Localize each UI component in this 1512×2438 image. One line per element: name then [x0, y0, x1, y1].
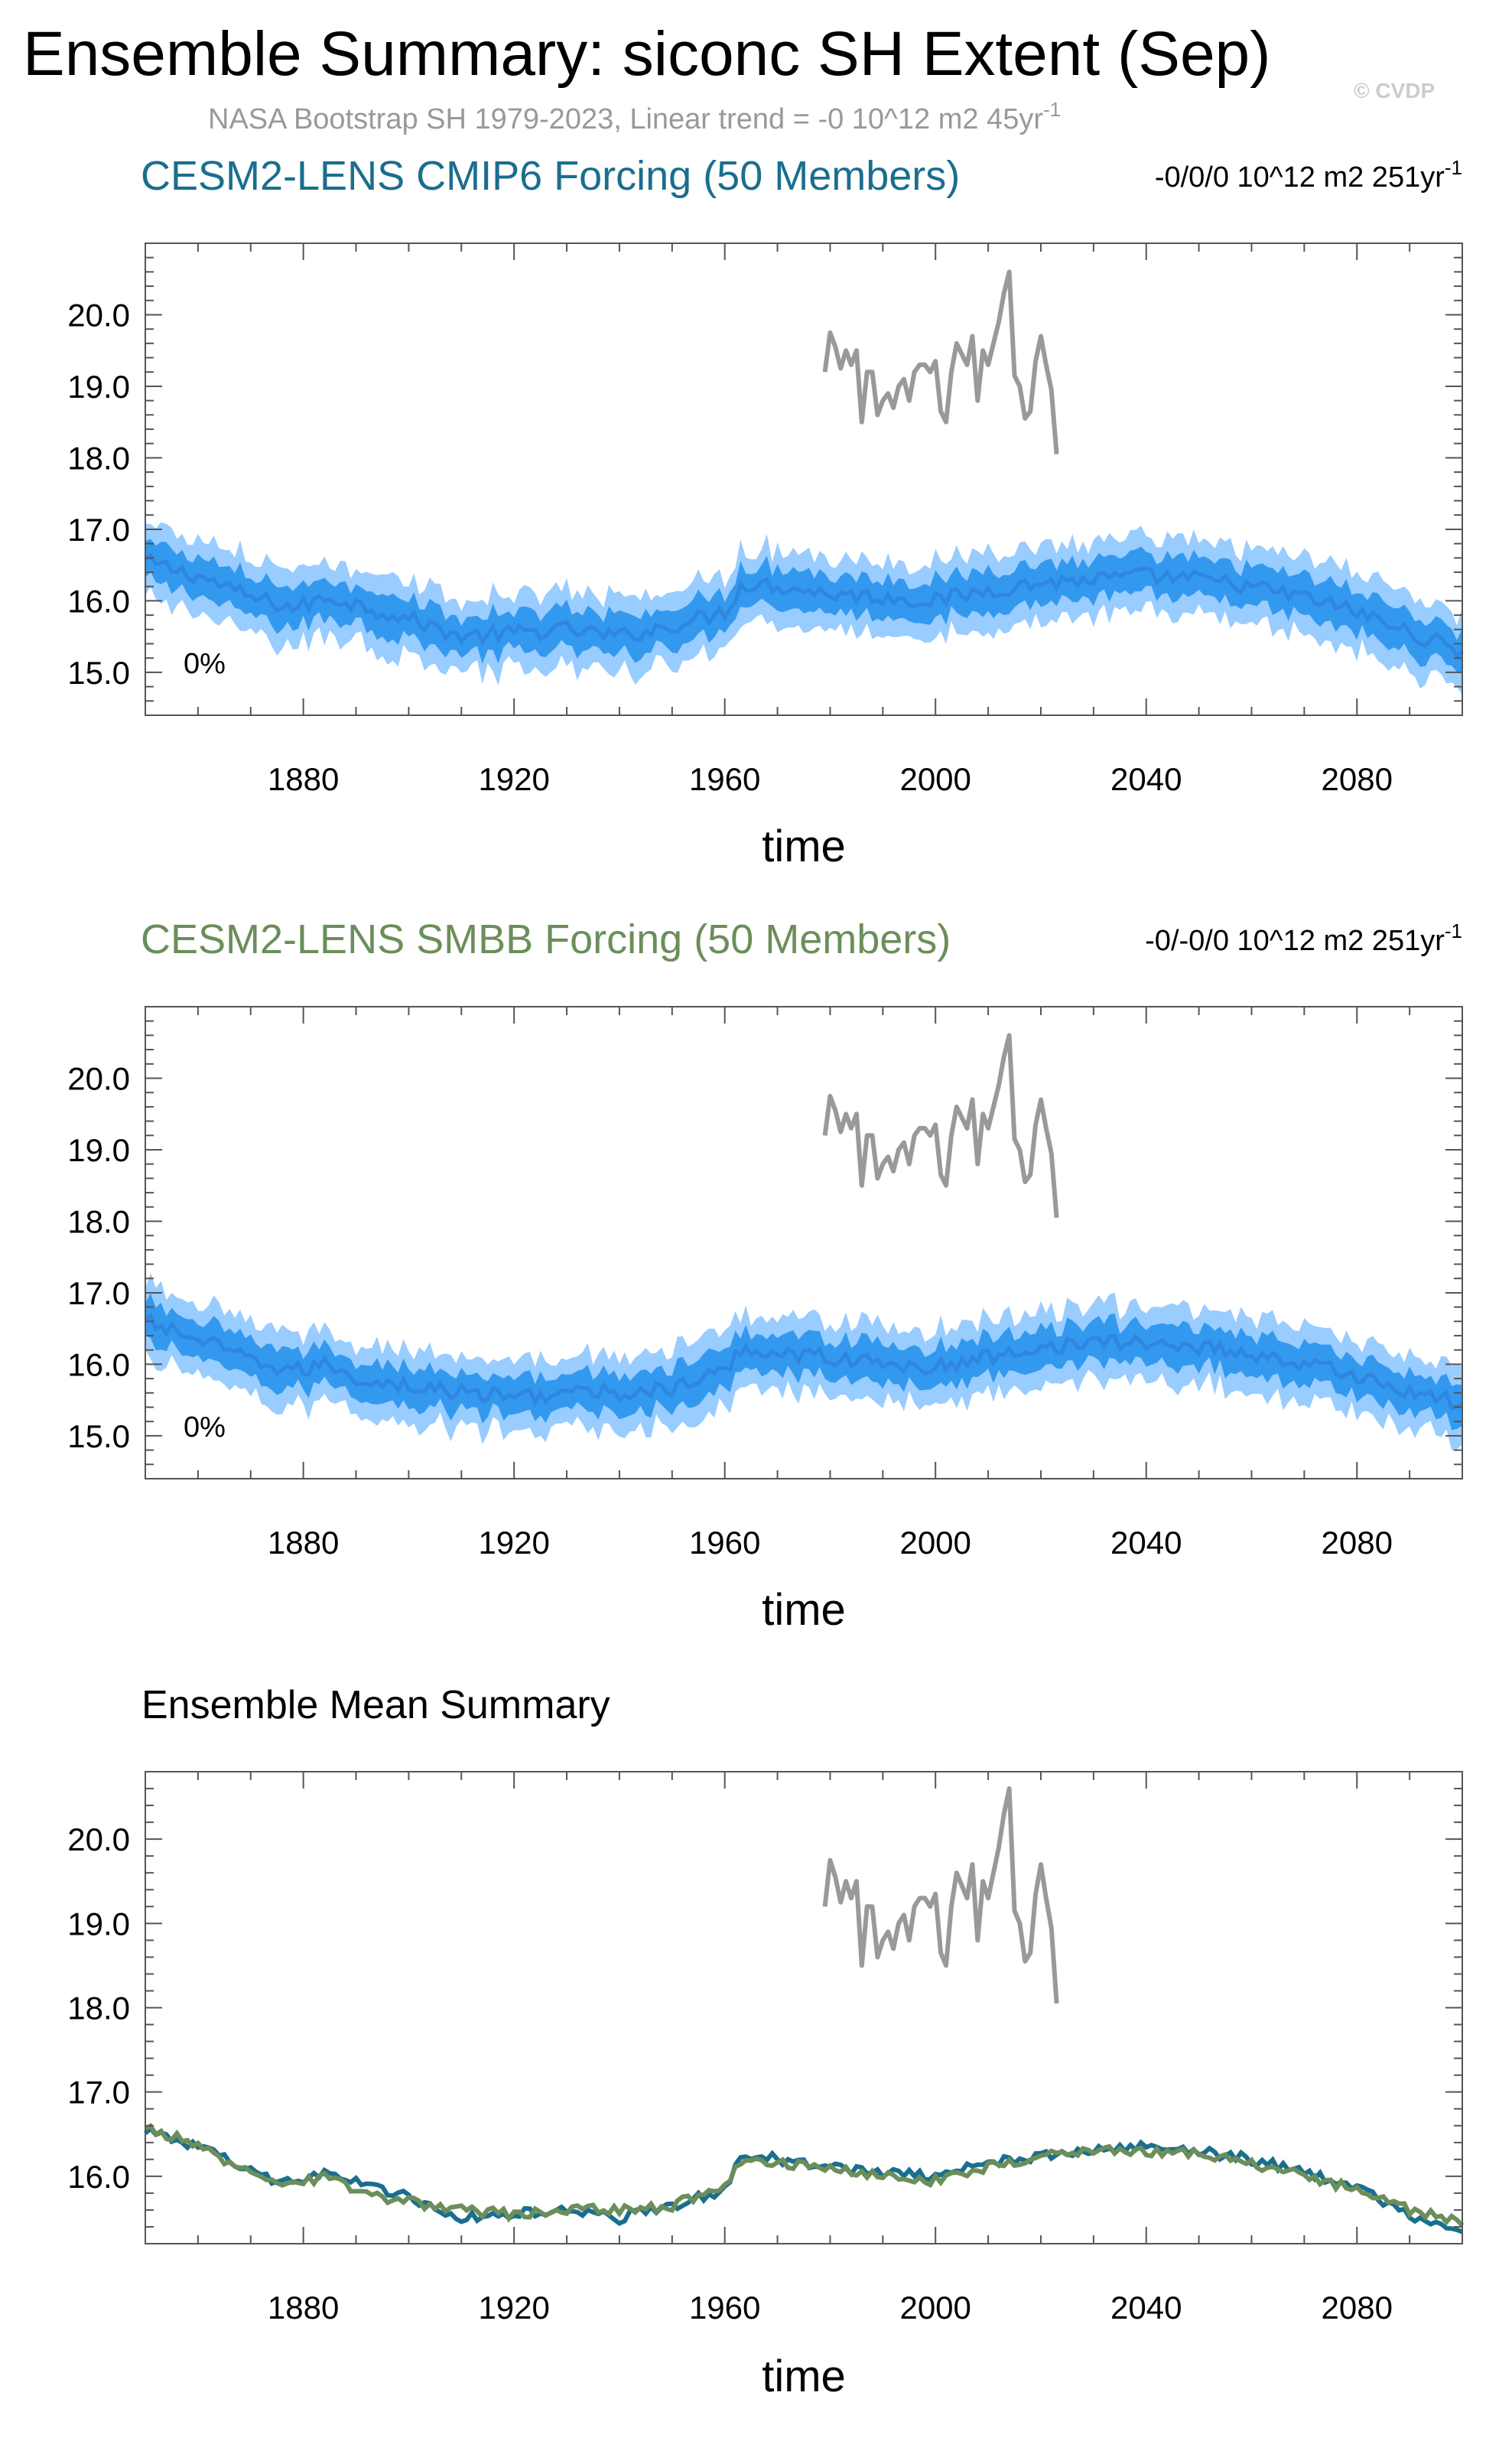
x-tick-label: 2000 — [899, 761, 971, 797]
x-tick-label: 1880 — [268, 761, 339, 797]
ensemble-spread-inner — [145, 1293, 1462, 1431]
percent-label: 0% — [184, 648, 226, 680]
x-tick-label: 2000 — [899, 1525, 971, 1561]
x-tick-label: 1920 — [478, 761, 549, 797]
y-tick-label: 18.0 — [67, 1203, 130, 1239]
x-tick-label: 2040 — [1110, 1525, 1182, 1561]
y-tick-label: 19.0 — [67, 1906, 130, 1942]
y-tick-label: 19.0 — [67, 369, 130, 405]
y-tick-label: 16.0 — [67, 2159, 130, 2195]
observations-line — [822, 1033, 1059, 1219]
plot-frame — [145, 1771, 1463, 2244]
x-tick-label: 1880 — [268, 1525, 339, 1561]
panel-smbb: CESM2-LENS SMBB Forcing (50 Members) -0/-… — [67, 916, 1463, 1635]
y-tick-label: 15.0 — [67, 1418, 130, 1454]
trend-text: -0/0/0 10^12 m2 251yr — [1155, 161, 1445, 194]
x-tick-label: 2080 — [1322, 761, 1393, 797]
plot-frame — [145, 242, 1463, 716]
trend-label: -0/-0/0 10^12 m2 251yr-1 — [1145, 920, 1462, 957]
y-tick-label: 17.0 — [67, 2075, 130, 2111]
x-tick-label: 2000 — [899, 2290, 971, 2326]
trend-superscript: -1 — [1445, 156, 1462, 179]
x-tick-label: 1920 — [478, 2290, 549, 2326]
y-tick-label: 19.0 — [67, 1132, 130, 1168]
observations-line — [822, 1786, 1059, 2004]
x-tick-label: 2040 — [1110, 2290, 1182, 2326]
subtitle-superscript: -1 — [1043, 98, 1061, 121]
subtitle-main: NASA Bootstrap SH 1979-2023, Linear tren… — [208, 103, 1043, 135]
panel-title: CESM2-LENS SMBB Forcing (50 Members) — [141, 916, 951, 962]
y-tick-label: 16.0 — [67, 583, 130, 619]
y-tick-label: 18.0 — [67, 1990, 130, 2026]
y-tick-label: 20.0 — [67, 1060, 130, 1096]
trend-superscript: -1 — [1445, 920, 1462, 942]
x-tick-label: 1880 — [268, 2290, 339, 2326]
trend-text: -0/-0/0 10^12 m2 251yr — [1145, 925, 1445, 957]
watermark: © CVDP — [1354, 79, 1435, 103]
series-line-cmip6 — [144, 2125, 1464, 2235]
figure-title: Ensemble Summary: siconc SH Extent (Sep) — [23, 19, 1270, 89]
y-tick-label: 18.0 — [67, 440, 130, 476]
observations-line — [822, 269, 1059, 455]
ensemble-mean-line — [144, 552, 1464, 659]
panel-title: Ensemble Mean Summary — [141, 1683, 610, 1727]
y-tick-label: 17.0 — [67, 512, 130, 548]
percent-label: 0% — [184, 1411, 226, 1444]
ensemble-mean-line — [144, 1313, 1463, 1411]
panel-cmip6: CESM2-LENS CMIP6 Forcing (50 Members) -0/… — [67, 153, 1464, 871]
plot-frame — [145, 1006, 1463, 1479]
y-tick-label: 16.0 — [67, 1346, 130, 1382]
figure-subtitle: NASA Bootstrap SH 1979-2023, Linear tren… — [208, 98, 1061, 135]
x-tick-label: 1960 — [689, 1525, 760, 1561]
x-tick-label: 2040 — [1110, 761, 1182, 797]
y-tick-label: 15.0 — [67, 655, 130, 691]
x-tick-label: 1920 — [478, 1525, 549, 1561]
x-axis-label: time — [762, 822, 846, 871]
panel-title: CESM2-LENS CMIP6 Forcing (50 Members) — [141, 153, 960, 199]
x-tick-label: 2080 — [1322, 1525, 1393, 1561]
x-tick-label: 1960 — [689, 761, 760, 797]
y-tick-label: 17.0 — [67, 1275, 130, 1311]
panel-ensemble-mean: Ensemble Mean Summary 1880 1920 1960 2000 204… — [67, 1683, 1465, 2401]
series-line-smbb — [144, 2123, 1465, 2228]
x-axis-label: time — [762, 1585, 846, 1635]
x-tick-label: 2080 — [1322, 2290, 1393, 2326]
x-axis-label: time — [762, 2352, 846, 2401]
x-tick-label: 1960 — [689, 2290, 760, 2326]
trend-label: -0/0/0 10^12 m2 251yr-1 — [1155, 156, 1462, 194]
y-tick-label: 20.0 — [67, 1821, 130, 1857]
y-tick-label: 20.0 — [67, 297, 130, 333]
